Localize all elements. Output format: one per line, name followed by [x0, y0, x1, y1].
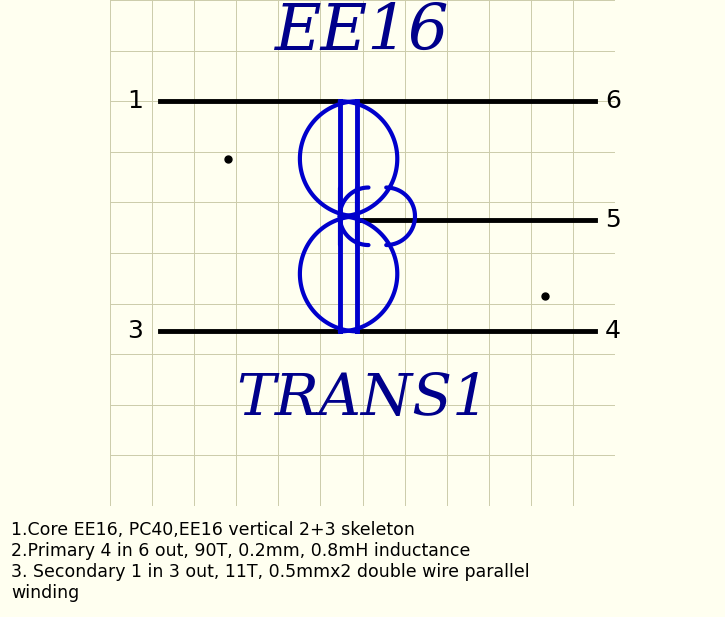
Text: 5: 5 [605, 208, 621, 232]
Text: 4: 4 [605, 320, 621, 344]
Text: 1: 1 [127, 89, 143, 113]
Text: 6: 6 [605, 89, 621, 113]
Text: TRANS1: TRANS1 [236, 371, 489, 428]
Text: 3: 3 [127, 320, 143, 344]
Text: 1.Core EE16, PC40,EE16 vertical 2+3 skeleton
2.Primary 4 in 6 out, 90T, 0.2mm, 0: 1.Core EE16, PC40,EE16 vertical 2+3 skel… [11, 521, 529, 602]
Text: EE16: EE16 [276, 2, 450, 64]
